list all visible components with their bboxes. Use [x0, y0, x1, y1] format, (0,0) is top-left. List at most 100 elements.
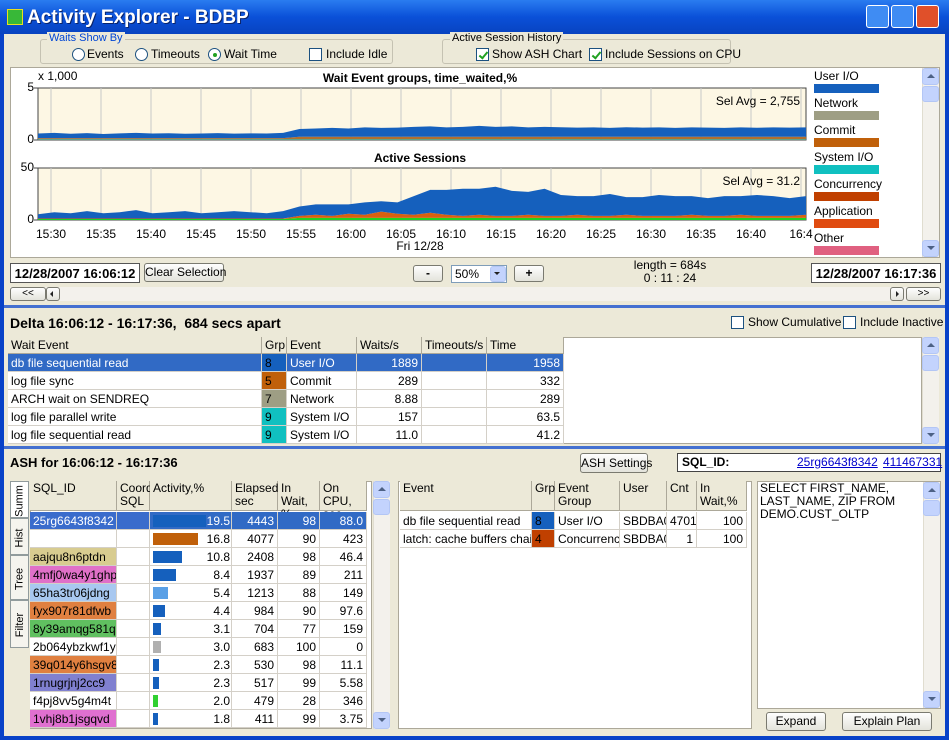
- table-cell[interactable]: 1rnugrjnj2cc9: [30, 674, 117, 692]
- table-cell[interactable]: log file sync: [8, 372, 262, 390]
- table-cell[interactable]: 46.4: [320, 548, 367, 566]
- table-cell[interactable]: log file parallel write: [8, 408, 262, 426]
- table-cell[interactable]: 65ha3tr06jdng: [30, 584, 117, 602]
- table-cell[interactable]: [150, 602, 232, 620]
- table-cell[interactable]: 4: [532, 530, 555, 548]
- table-cell[interactable]: 28: [278, 692, 320, 710]
- table-cell[interactable]: 89: [278, 566, 320, 584]
- sql-id-link[interactable]: 25rg6643f8342: [797, 455, 878, 469]
- table-cell[interactable]: 100: [697, 512, 747, 530]
- radio[interactable]: [135, 48, 148, 61]
- table-cell[interactable]: fyx907r81dfwb: [30, 602, 117, 620]
- table-cell[interactable]: 88: [278, 584, 320, 602]
- table-cell[interactable]: 8: [532, 512, 555, 530]
- hash-link[interactable]: 411467331: [883, 455, 943, 469]
- checkbox[interactable]: [589, 48, 602, 61]
- table-cell[interactable]: [150, 638, 232, 656]
- clear-selection-button[interactable]: Clear Selection: [144, 263, 226, 282]
- table-cell[interactable]: [422, 354, 487, 372]
- table-cell[interactable]: [117, 692, 150, 710]
- radio[interactable]: [72, 48, 85, 61]
- tab[interactable]: Filter: [10, 600, 29, 648]
- table-cell[interactable]: [150, 584, 232, 602]
- table-cell[interactable]: [117, 584, 150, 602]
- checkbox[interactable]: [309, 48, 322, 61]
- table-cell[interactable]: [150, 710, 232, 728]
- explain-plan-button[interactable]: Explain Plan: [842, 712, 932, 731]
- table-cell[interactable]: Commit: [287, 372, 357, 390]
- table-cell[interactable]: 25rg6643f8342: [30, 512, 117, 530]
- table-cell[interactable]: 100: [697, 530, 747, 548]
- table-cell[interactable]: [117, 602, 150, 620]
- table-cell[interactable]: 4mfj0wa4y1ghp: [30, 566, 117, 584]
- zoom-in-button[interactable]: +: [514, 265, 544, 282]
- ash-settings-button[interactable]: ASH Settings: [580, 453, 652, 473]
- table-cell[interactable]: 8y39amqg581qp: [30, 620, 117, 638]
- table-cell[interactable]: [117, 530, 150, 548]
- table-cell[interactable]: 479: [232, 692, 278, 710]
- table-cell[interactable]: 97.6: [320, 602, 367, 620]
- table-cell[interactable]: 1958: [487, 354, 564, 372]
- table-cell[interactable]: 423: [320, 530, 367, 548]
- table-cell[interactable]: 704: [232, 620, 278, 638]
- checkbox[interactable]: [731, 316, 744, 329]
- table-cell[interactable]: 332: [487, 372, 564, 390]
- scroll-start-button[interactable]: <<: [10, 287, 46, 301]
- table-cell[interactable]: 517: [232, 674, 278, 692]
- zoom-out-button[interactable]: -: [413, 265, 443, 282]
- table-cell[interactable]: 0: [320, 638, 367, 656]
- maximize-button[interactable]: [891, 5, 914, 28]
- table-cell[interactable]: [422, 390, 487, 408]
- table-cell[interactable]: 9: [262, 408, 287, 426]
- table-cell[interactable]: 88.0: [320, 512, 367, 530]
- table-cell[interactable]: 8: [262, 354, 287, 372]
- table-cell[interactable]: log file sequential read: [8, 426, 262, 444]
- table-cell[interactable]: 1: [667, 530, 697, 548]
- table-cell[interactable]: 1213: [232, 584, 278, 602]
- table-cell[interactable]: 7: [262, 390, 287, 408]
- table-cell[interactable]: [117, 638, 150, 656]
- table-cell[interactable]: 1vhj8b1jsgqvd: [30, 710, 117, 728]
- scroll-thumb[interactable]: [922, 355, 939, 371]
- expand-button[interactable]: Expand: [766, 712, 826, 731]
- table-cell[interactable]: f4pj8vv5g4m4t: [30, 692, 117, 710]
- table-cell[interactable]: 98: [278, 548, 320, 566]
- close-button[interactable]: [916, 5, 939, 28]
- table-cell[interactable]: SBDBA0: [620, 512, 667, 530]
- table-cell[interactable]: [422, 372, 487, 390]
- table-cell[interactable]: 683: [232, 638, 278, 656]
- scroll-thumb[interactable]: [922, 86, 939, 102]
- table-cell[interactable]: [117, 620, 150, 638]
- tab[interactable]: Hist: [10, 518, 29, 555]
- table-cell[interactable]: 289: [357, 372, 422, 390]
- table-cell[interactable]: User I/O: [287, 354, 357, 372]
- table-cell[interactable]: User I/O: [555, 512, 620, 530]
- table-cell[interactable]: 159: [320, 620, 367, 638]
- table-cell[interactable]: 4443: [232, 512, 278, 530]
- table-cell[interactable]: aajqu8n6ptdn: [30, 548, 117, 566]
- table-cell[interactable]: db file sequential read: [400, 512, 532, 530]
- table-cell[interactable]: [117, 656, 150, 674]
- checkbox[interactable]: [476, 48, 489, 61]
- table-cell[interactable]: [117, 566, 150, 584]
- table-cell[interactable]: 90: [278, 602, 320, 620]
- table-cell[interactable]: [30, 530, 117, 548]
- table-cell[interactable]: latch: cache buffers chains: [400, 530, 532, 548]
- table-cell[interactable]: 4701: [667, 512, 697, 530]
- table-cell[interactable]: [150, 674, 232, 692]
- table-cell[interactable]: [150, 620, 232, 638]
- checkbox[interactable]: [843, 316, 856, 329]
- table-cell[interactable]: 3.75: [320, 710, 367, 728]
- table-cell[interactable]: 63.5: [487, 408, 564, 426]
- table-cell[interactable]: 411: [232, 710, 278, 728]
- table-cell[interactable]: 39q014y6hsgv8: [30, 656, 117, 674]
- minimize-button[interactable]: [866, 5, 889, 28]
- radio[interactable]: [208, 48, 221, 61]
- scroll-left[interactable]: [46, 287, 60, 301]
- table-cell[interactable]: db file sequential read: [8, 354, 262, 372]
- table-cell[interactable]: [422, 408, 487, 426]
- table-cell[interactable]: 211: [320, 566, 367, 584]
- table-cell[interactable]: 11.1: [320, 656, 367, 674]
- table-cell[interactable]: 157: [357, 408, 422, 426]
- table-cell[interactable]: [422, 426, 487, 444]
